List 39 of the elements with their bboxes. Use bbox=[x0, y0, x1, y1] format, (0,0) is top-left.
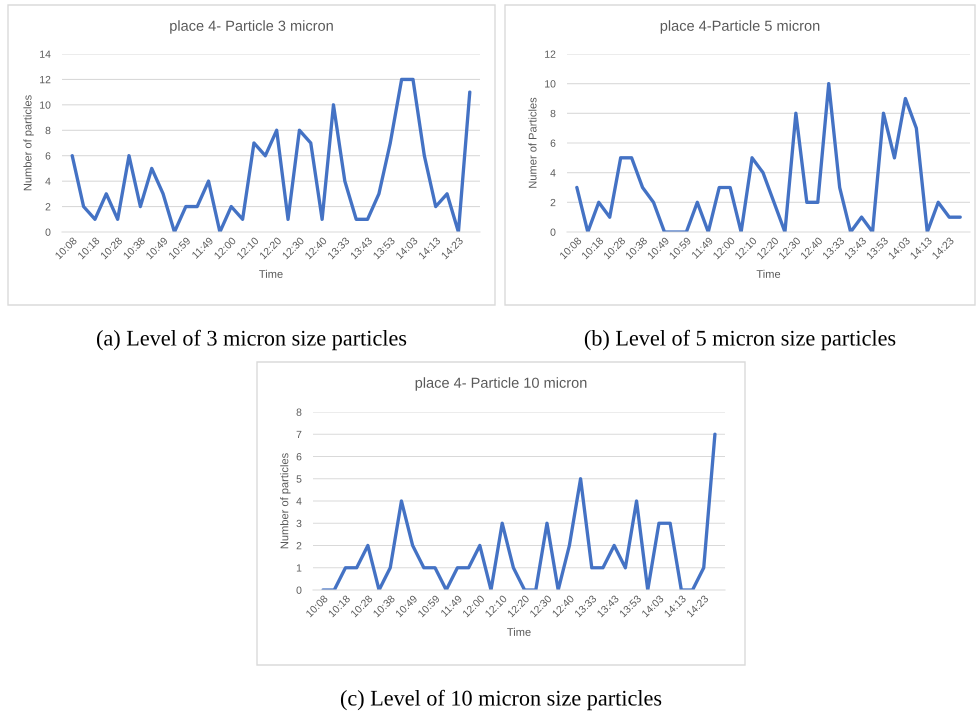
y-tick-label: 2 bbox=[46, 203, 50, 210]
y-tick-label: 6 bbox=[46, 152, 50, 160]
x-axis-title: Time bbox=[507, 628, 531, 636]
y-tick-label: 6 bbox=[550, 140, 556, 147]
line-series bbox=[575, 82, 962, 232]
chart-title: place 4- Particle 10 micron bbox=[416, 377, 586, 391]
y-axis-title: Numer of Particles bbox=[528, 98, 537, 188]
y-tick-label: 3 bbox=[296, 520, 302, 528]
x-axis-title: Time bbox=[756, 270, 780, 278]
y-tick-label: 5 bbox=[296, 475, 302, 483]
x-axis-title: Time bbox=[259, 270, 283, 278]
y-tick-label: 12 bbox=[40, 76, 50, 84]
y-tick-label: 4 bbox=[45, 178, 51, 185]
y-tick-label: 2 bbox=[296, 542, 302, 550]
y-tick-label: 14 bbox=[40, 50, 51, 58]
line-series bbox=[70, 78, 472, 232]
y-tick-label: 8 bbox=[46, 126, 50, 134]
y-tick-label: 7 bbox=[296, 430, 302, 438]
chart-title: place 4-Particle 5 micron bbox=[660, 20, 820, 34]
y-tick-label: 10 bbox=[545, 80, 556, 88]
y-tick-label: 6 bbox=[296, 453, 302, 460]
text: (c) Level of 10 micron size particles bbox=[340, 690, 662, 710]
y-tick-label: 0 bbox=[296, 586, 302, 594]
chart-title: place 4- Particle 3 micron bbox=[170, 20, 333, 34]
y-tick-label: 4 bbox=[550, 169, 556, 176]
y-axis-title: Number of particles bbox=[23, 95, 34, 190]
y-tick-label: 8 bbox=[296, 408, 302, 416]
y-tick-label: 2 bbox=[550, 198, 556, 206]
y-tick-label: 12 bbox=[545, 50, 556, 58]
y-axis-title: Number of particles bbox=[280, 453, 291, 548]
line-series bbox=[321, 432, 717, 590]
y-tick-label: 0 bbox=[46, 228, 50, 236]
text: (a) Level of 3 micron size particles bbox=[96, 330, 406, 350]
y-tick-label: 0 bbox=[550, 228, 556, 236]
y-tick-label: 8 bbox=[550, 110, 556, 118]
y-tick-label: 10 bbox=[40, 101, 50, 109]
y-tick-label: 1 bbox=[296, 564, 302, 572]
text: (b) Level of 5 micron size particles bbox=[584, 330, 896, 350]
y-tick-label: 4 bbox=[296, 498, 302, 505]
